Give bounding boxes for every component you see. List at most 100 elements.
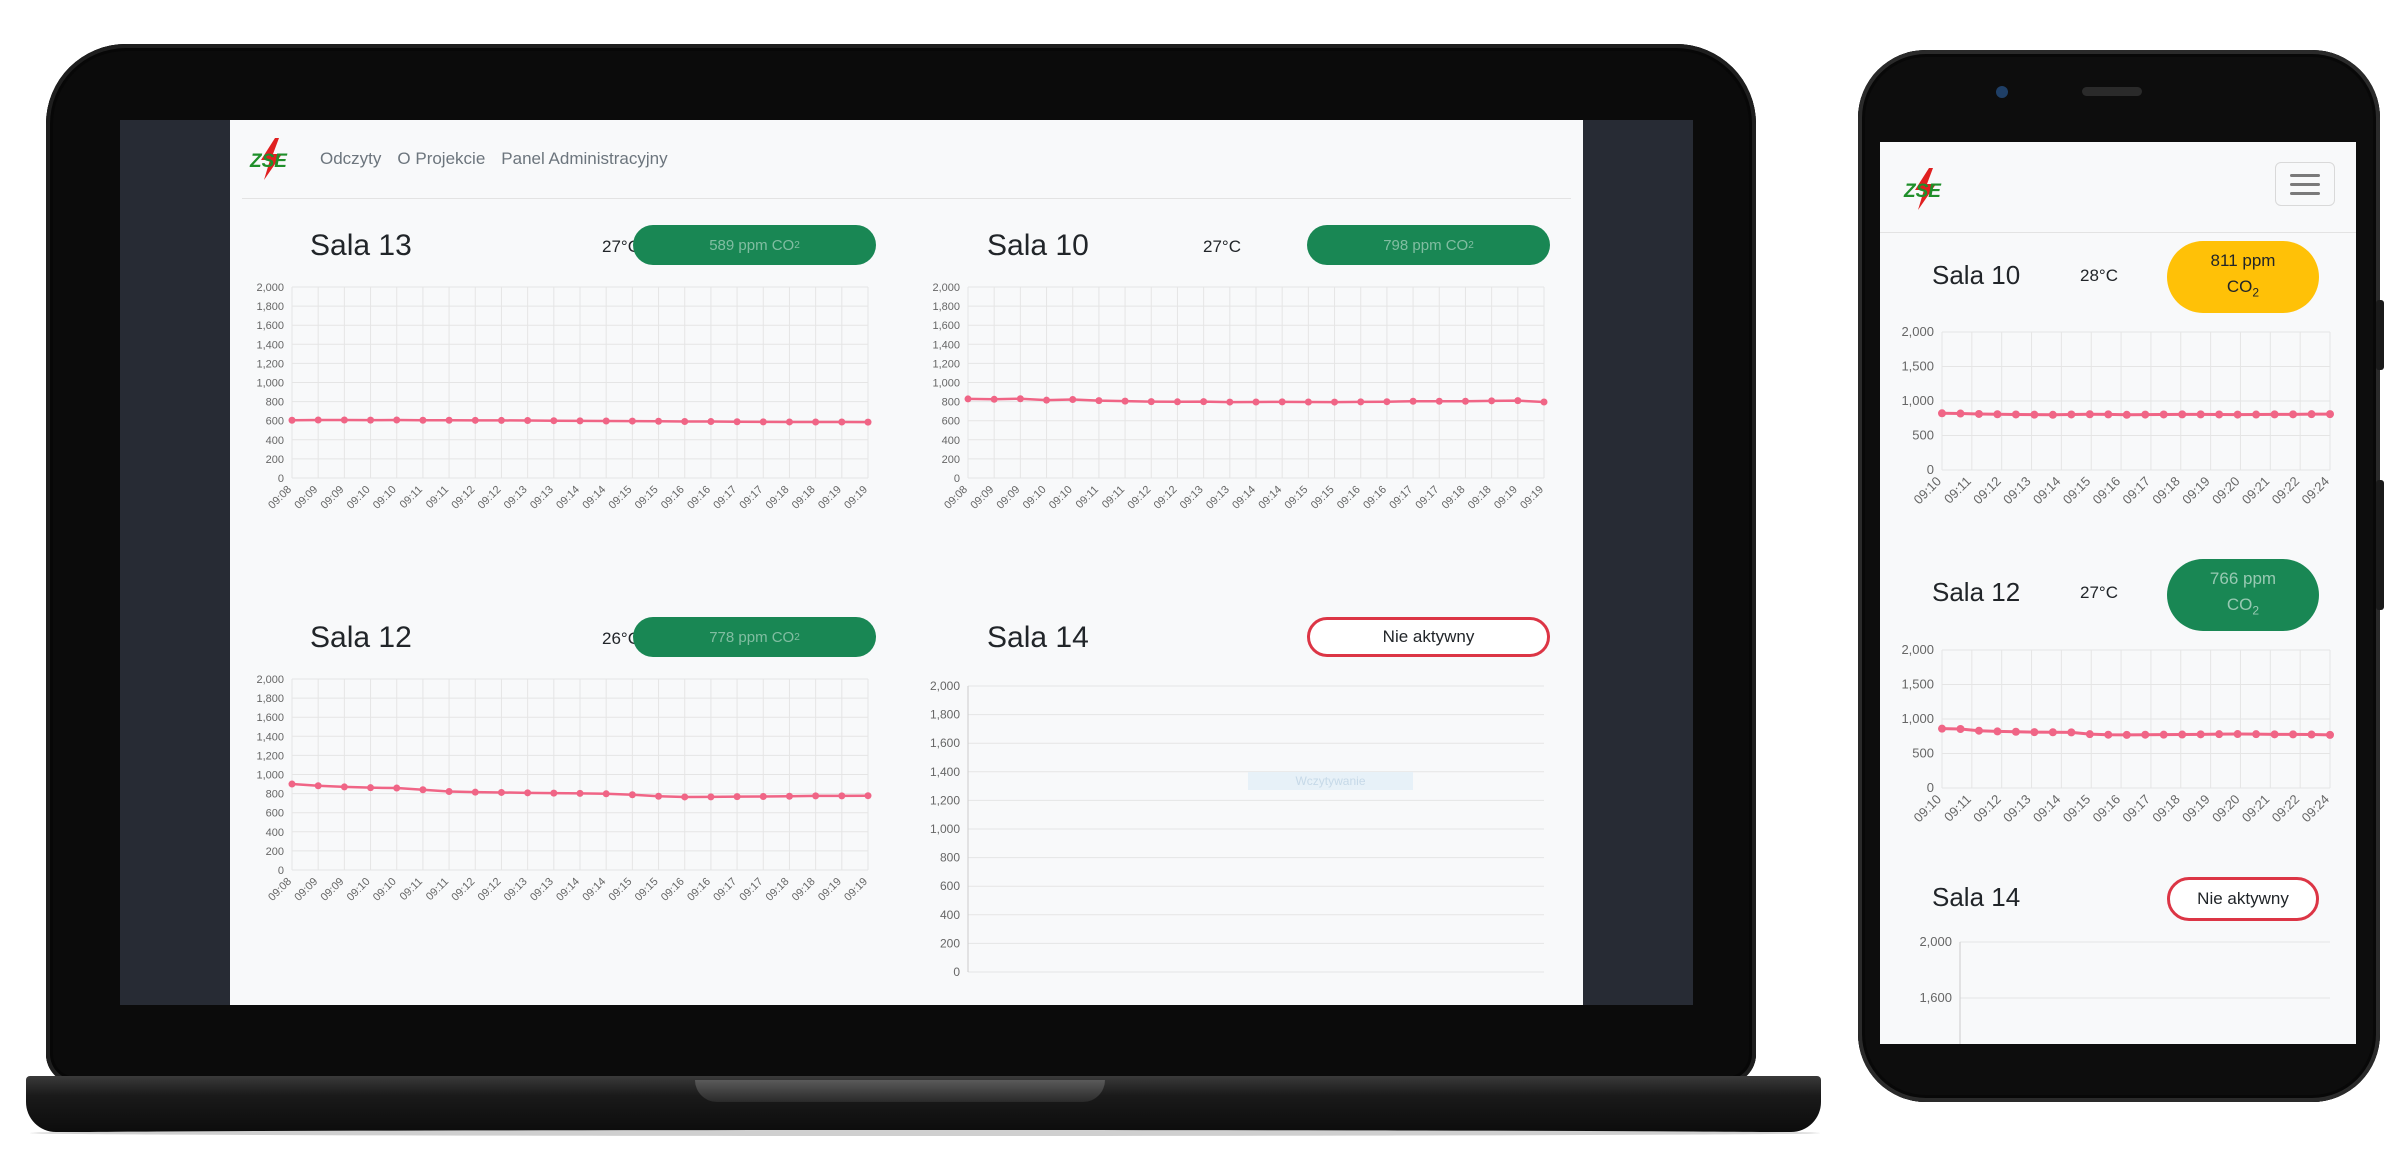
data-point: [2196, 730, 2205, 739]
data-point: [1956, 409, 1965, 418]
data-point: [707, 793, 715, 801]
x-tick-label: 09:11: [424, 484, 451, 511]
data-point: [2233, 730, 2242, 739]
y-tick-label: 1,500: [1901, 359, 1934, 374]
room-title: Sala 12: [1932, 577, 2021, 607]
x-tick-label: 09:10: [1047, 484, 1075, 512]
y-tick-label: 0: [954, 473, 960, 485]
x-tick-label: 09:16: [685, 876, 713, 904]
x-tick-label: 09:12: [1970, 474, 2004, 508]
data-point: [602, 790, 610, 798]
x-tick-label: 09:15: [2060, 474, 2094, 508]
x-tick-label: 09:17: [2119, 474, 2153, 508]
data-point: [393, 784, 401, 792]
svg-text:ZSE: ZSE: [1903, 181, 1942, 202]
data-point: [2326, 410, 2334, 419]
y-tick-label: 400: [942, 435, 960, 447]
data-point: [990, 395, 998, 403]
x-tick-label: 09:15: [633, 876, 661, 904]
co2-badge-text: 778 ppm CO: [709, 628, 795, 646]
room-temperature: 26°C: [602, 629, 640, 648]
co2-chart-sala-10: 05001,0001,5002,00009:1009:1109:1209:130…: [1901, 324, 2334, 508]
data-point: [2067, 410, 2076, 419]
speaker-grille: [2082, 87, 2142, 96]
y-tick-label: 1,800: [256, 301, 284, 313]
data-point: [576, 789, 584, 797]
data-point: [681, 417, 689, 425]
x-tick-label: 09:13: [528, 876, 556, 904]
y-tick-label: 1,200: [930, 793, 960, 807]
room-title: Sala 13: [310, 229, 412, 262]
data-point: [2141, 730, 2150, 739]
y-tick-label: 1,200: [256, 750, 284, 762]
x-tick-label: 09:17: [1387, 484, 1415, 512]
x-tick-label: 09:17: [2119, 792, 2153, 826]
camera-icon: [1996, 86, 2008, 98]
co2-badge: 766 ppm CO2: [2167, 559, 2319, 631]
x-tick-label: 09:12: [449, 876, 477, 904]
x-tick-label: 09:18: [790, 484, 818, 512]
data-point: [2122, 410, 2131, 419]
data-point: [445, 787, 453, 795]
x-tick-label: 09:15: [633, 484, 661, 512]
co2-badge: 589 ppm CO 2: [633, 225, 876, 265]
x-tick-label: 09:10: [371, 484, 399, 512]
zse-logo[interactable]: ZSE: [1902, 166, 1948, 212]
x-tick-label: 09:11: [1100, 484, 1127, 511]
data-point: [1200, 398, 1208, 406]
x-tick-label: 09:21: [2239, 792, 2273, 826]
x-tick-label: 09:18: [2149, 474, 2183, 508]
x-tick-label: 09:08: [266, 876, 294, 904]
data-point: [759, 418, 767, 426]
x-tick-label: 09:10: [1911, 474, 1945, 508]
x-tick-label: 09:18: [764, 876, 792, 904]
zse-logo[interactable]: ZSE: [248, 136, 294, 182]
y-tick-label: 1,800: [932, 301, 960, 313]
x-tick-label: 09:10: [371, 876, 399, 904]
data-point: [1226, 398, 1234, 406]
x-tick-label: 09:12: [1970, 792, 2004, 826]
nav-link-o-projekcie[interactable]: O Projekcie: [397, 149, 486, 168]
x-tick-label: 09:14: [554, 484, 582, 512]
data-point: [1095, 397, 1103, 405]
data-point: [838, 792, 846, 800]
data-point: [419, 786, 427, 794]
data-point: [1938, 724, 1946, 733]
nav-link-panel-administracyjny[interactable]: Panel Administracyjny: [501, 149, 668, 168]
x-tick-label: 09:19: [2179, 792, 2213, 826]
co2-badge-value: 766 ppm: [2209, 569, 2277, 589]
inactive-badge: Nie aktywny: [2167, 877, 2319, 921]
y-tick-label: 2,000: [1919, 934, 1952, 949]
x-tick-label: 09:18: [764, 484, 792, 512]
data-point: [707, 418, 715, 426]
y-tick-label: 1,600: [930, 736, 960, 750]
x-tick-label: 09:16: [2090, 474, 2124, 508]
data-point: [288, 780, 296, 788]
co2-badge-subscript: 2: [1468, 239, 1474, 251]
x-tick-label: 09:17: [711, 876, 739, 904]
data-point: [838, 418, 846, 426]
data-point: [2307, 410, 2316, 419]
y-tick-label: 0: [953, 965, 960, 979]
y-tick-label: 2,000: [1901, 324, 1934, 339]
x-tick-label: 09:16: [1361, 484, 1389, 512]
x-tick-label: 09:13: [2000, 792, 2034, 826]
y-tick-label: 1,800: [256, 693, 284, 705]
x-tick-label: 09:14: [1230, 484, 1258, 512]
phone-side-button: [2376, 480, 2384, 610]
x-tick-label: 09:16: [1335, 484, 1363, 512]
room-temperature: 27°C: [2080, 583, 2118, 602]
room-card-sala-13: Sala 13 27°C 589 ppm CO 2: [310, 225, 960, 269]
room-title: Sala 14: [1932, 882, 2021, 912]
nav-link-odczyty[interactable]: Odczyty: [320, 149, 382, 168]
y-tick-label: 200: [942, 454, 960, 466]
x-tick-label: 09:11: [1941, 792, 1974, 825]
y-tick-label: 600: [942, 416, 960, 428]
phone-side-button: [2376, 300, 2384, 370]
data-point: [2159, 410, 2168, 419]
data-point: [2104, 730, 2113, 739]
y-tick-label: 1,200: [932, 358, 960, 370]
y-tick-label: 2,000: [1901, 642, 1934, 657]
hamburger-menu-icon[interactable]: [2275, 162, 2335, 206]
data-point: [1409, 397, 1417, 405]
